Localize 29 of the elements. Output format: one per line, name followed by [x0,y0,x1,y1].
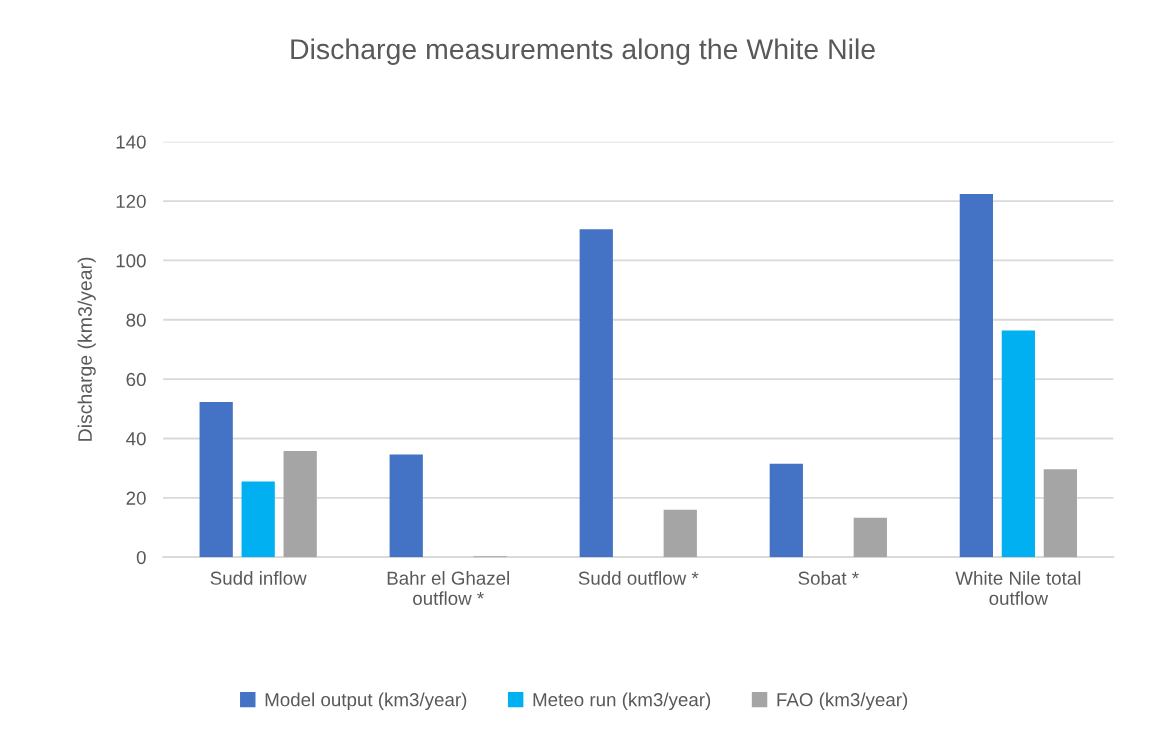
y-tick-label: 40 [126,432,146,446]
legend-label: Model output (km3/year) [265,692,467,711]
bar [579,229,613,558]
chart-title: Discharge measurements along the White Nile [291,38,875,65]
y-tick-label: 140 [116,135,146,149]
y-axis-title: Discharge (km3/year) [77,257,96,441]
y-tick-label: 60 [126,372,146,387]
y-tick-label: 120 [116,194,146,209]
bar [663,509,697,558]
legend-label: Meteo run (km3/year) [533,692,711,711]
y-tick-label: 80 [126,313,146,327]
bar [769,463,803,558]
bar [1043,469,1077,558]
bar [853,517,887,558]
y-tick-label: 0 [136,550,146,565]
x-tick-label: Bahr el Ghazel outflow * [387,571,509,606]
bar [959,193,993,558]
x-tick-label: White Nile total outflow [955,571,1081,606]
bar [241,481,275,558]
y-tick-label: 20 [126,491,146,505]
legend-label: FAO (km3/year) [777,692,908,711]
bar [389,454,423,558]
x-tick-label: Sudd inflow [210,571,307,585]
bar [199,401,233,558]
x-tick-label: Sobat * [798,571,859,585]
y-tick-label: 100 [116,254,146,268]
bar [1001,330,1035,558]
bar [283,450,317,558]
x-tick-label: Sudd outflow * [578,571,699,585]
